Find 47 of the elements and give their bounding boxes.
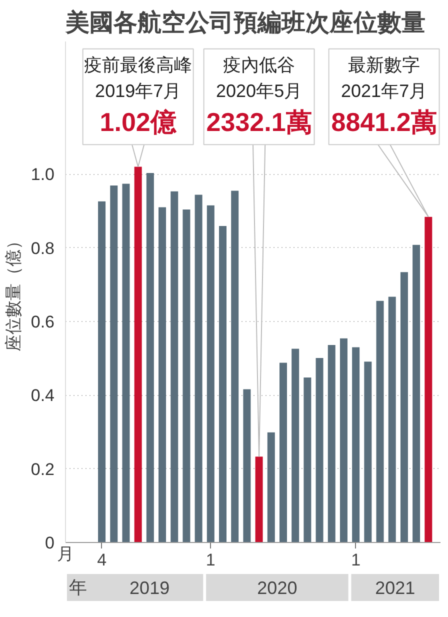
bar xyxy=(255,456,263,542)
bar xyxy=(170,191,178,542)
bar xyxy=(182,209,190,542)
bar xyxy=(243,389,251,542)
y-axis-title: 座位數量（億） xyxy=(4,232,23,352)
bar xyxy=(146,173,154,542)
x-tick-label: 4 xyxy=(97,550,107,570)
bar xyxy=(316,358,324,542)
bar xyxy=(194,194,202,542)
annotation: 最新數字 2021年7月 8841.2萬 xyxy=(331,54,437,137)
bar xyxy=(424,216,432,542)
bar xyxy=(352,347,360,542)
annotation: 疫前最後高峰 2019年7月 1.02億 xyxy=(84,54,192,137)
y-tick-label: 0 xyxy=(45,534,55,552)
bar xyxy=(158,207,166,542)
bar xyxy=(292,348,300,542)
bar xyxy=(110,186,118,542)
text: 2021 xyxy=(375,578,416,598)
y-tick-label: 0.6 xyxy=(30,312,55,332)
annotation: 疫內低谷 2020年5月 2332.1萬 xyxy=(206,54,312,137)
y-tick-label: 0.2 xyxy=(30,460,55,479)
bar xyxy=(376,300,384,542)
text: 年 xyxy=(69,578,88,598)
x-axis-title: 月 xyxy=(57,544,74,564)
bar xyxy=(206,205,214,542)
bar xyxy=(134,166,142,542)
bar xyxy=(267,432,275,542)
y-tick-label: 0.8 xyxy=(30,238,55,258)
bar xyxy=(231,190,239,542)
text: 2020 xyxy=(257,578,298,598)
x-tick-label: 1 xyxy=(206,550,216,570)
y-tick-label: 1.0 xyxy=(30,165,55,184)
bar xyxy=(412,244,420,542)
bar xyxy=(400,272,408,542)
bar xyxy=(364,362,372,542)
bar xyxy=(98,201,106,542)
x-tick-label: 1 xyxy=(351,550,361,570)
bar xyxy=(122,184,130,542)
bar xyxy=(279,362,287,542)
bar xyxy=(388,296,396,542)
bar xyxy=(340,338,348,542)
y-tick-label: 0.4 xyxy=(30,386,55,406)
bar xyxy=(304,377,312,542)
text: 2019 xyxy=(130,578,170,598)
bar xyxy=(328,345,336,542)
bar xyxy=(219,226,227,542)
chart-title: 美國各航空公司預編班次座位數量 xyxy=(64,8,426,36)
